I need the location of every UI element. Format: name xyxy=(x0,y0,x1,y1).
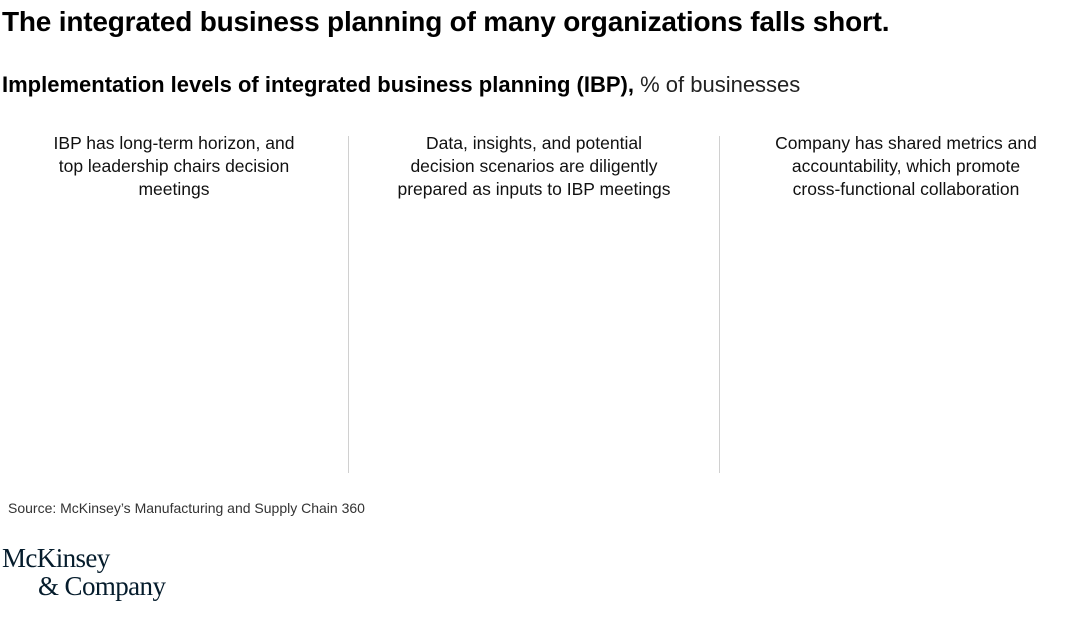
logo-line-1: McKinsey xyxy=(2,543,110,573)
subtitle-unit: % of businesses xyxy=(633,72,801,97)
column-2-heading-line-2: decision scenarios are diligently xyxy=(410,156,658,176)
chart-columns: IBP has long-term horizon, and top leade… xyxy=(0,130,1080,473)
column-3-heading-line-3: cross-functional collaboration xyxy=(792,179,1020,199)
column-3-heading-line-2: accountability, which promote xyxy=(791,156,1021,176)
column-2-heading: Data, insights, and potential decision s… xyxy=(371,132,697,201)
column-2: Data, insights, and potential decision s… xyxy=(349,130,719,473)
column-divider-2 xyxy=(719,136,720,473)
column-3-heading: Company has shared metrics and accountab… xyxy=(742,132,1070,201)
column-1-heading: IBP has long-term horizon, and top leade… xyxy=(22,132,326,201)
chart-title: The integrated business planning of many… xyxy=(2,6,890,37)
column-1-heading-line-1: IBP has long-term horizon, and xyxy=(53,133,295,153)
column-2-heading-line-3: prepared as inputs to IBP meetings xyxy=(397,179,671,199)
subtitle-main: Implementation levels of integrated busi… xyxy=(2,72,634,97)
chart-subtitle: Implementation levels of integrated busi… xyxy=(2,72,800,98)
column-1-heading-line-3: meetings xyxy=(138,179,210,199)
mckinsey-logo: McKinsey & Company xyxy=(2,543,182,605)
source-note: Source: McKinsey’s Manufacturing and Sup… xyxy=(8,500,365,516)
column-3-heading-line-1: Company has shared metrics and xyxy=(775,133,1037,153)
column-1-heading-line-2: top leadership chairs decision xyxy=(58,156,290,176)
column-1: IBP has long-term horizon, and top leade… xyxy=(0,130,348,473)
column-2-heading-line-1: Data, insights, and potential xyxy=(426,133,642,153)
logo-line-2: & Company xyxy=(38,571,166,601)
column-divider-1 xyxy=(348,136,349,473)
column-3: Company has shared metrics and accountab… xyxy=(720,130,1080,473)
